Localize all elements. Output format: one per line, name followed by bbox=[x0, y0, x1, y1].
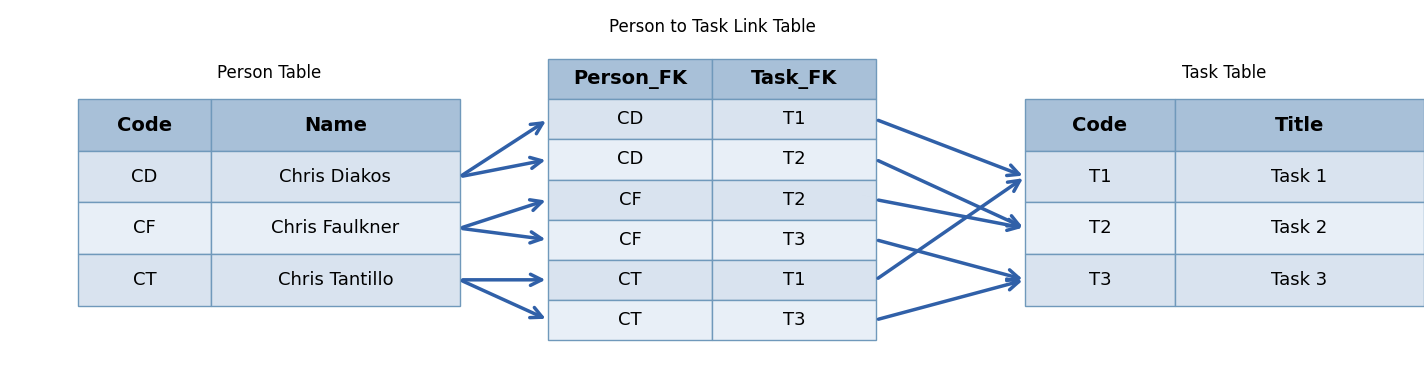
Bar bbox=[78, 99, 211, 151]
Text: T1: T1 bbox=[1089, 168, 1111, 186]
Text: Task Table: Task Table bbox=[1182, 63, 1267, 82]
Text: Name: Name bbox=[303, 116, 367, 134]
Bar bbox=[1025, 202, 1175, 254]
Bar bbox=[712, 220, 876, 260]
Text: CT: CT bbox=[618, 311, 642, 329]
Bar bbox=[211, 254, 460, 306]
Bar bbox=[1025, 254, 1175, 306]
Bar bbox=[211, 202, 460, 254]
Bar bbox=[548, 220, 712, 260]
Text: T3: T3 bbox=[783, 231, 805, 249]
Text: T3: T3 bbox=[1089, 271, 1111, 289]
Text: Chris Tantillo: Chris Tantillo bbox=[278, 271, 393, 289]
Text: CD: CD bbox=[131, 168, 158, 186]
Bar bbox=[211, 151, 460, 202]
Text: Title: Title bbox=[1274, 116, 1324, 134]
Text: Task 3: Task 3 bbox=[1272, 271, 1327, 289]
Text: Task 2: Task 2 bbox=[1272, 219, 1327, 237]
Text: Person Table: Person Table bbox=[216, 63, 322, 82]
Bar bbox=[211, 99, 460, 151]
Text: Chris Diakos: Chris Diakos bbox=[279, 168, 392, 186]
Text: CD: CD bbox=[617, 151, 644, 168]
Text: T2: T2 bbox=[1089, 219, 1111, 237]
Bar bbox=[1025, 99, 1175, 151]
Text: T1: T1 bbox=[783, 110, 805, 128]
Text: T3: T3 bbox=[783, 311, 805, 329]
Text: Person to Task Link Table: Person to Task Link Table bbox=[608, 18, 816, 36]
Text: Task 1: Task 1 bbox=[1272, 168, 1327, 186]
Text: CF: CF bbox=[619, 191, 641, 209]
Bar bbox=[548, 180, 712, 220]
Text: Code: Code bbox=[1072, 116, 1128, 134]
Bar bbox=[712, 180, 876, 220]
Text: CF: CF bbox=[619, 231, 641, 249]
Bar bbox=[712, 300, 876, 340]
Bar bbox=[78, 202, 211, 254]
Text: CF: CF bbox=[134, 219, 155, 237]
Bar bbox=[548, 300, 712, 340]
Bar bbox=[712, 99, 876, 139]
Text: T2: T2 bbox=[783, 151, 805, 168]
Text: T1: T1 bbox=[783, 271, 805, 289]
Text: Task_FK: Task_FK bbox=[750, 69, 837, 89]
Text: Person_FK: Person_FK bbox=[572, 70, 688, 89]
Bar bbox=[1025, 151, 1175, 202]
Text: CD: CD bbox=[617, 110, 644, 128]
Bar bbox=[548, 99, 712, 139]
Text: CT: CT bbox=[618, 271, 642, 289]
Bar bbox=[78, 151, 211, 202]
Bar bbox=[78, 254, 211, 306]
Bar bbox=[712, 139, 876, 180]
Text: T2: T2 bbox=[783, 191, 805, 209]
Bar bbox=[1175, 99, 1424, 151]
Bar bbox=[712, 260, 876, 300]
Bar bbox=[548, 59, 712, 99]
Text: CT: CT bbox=[132, 271, 157, 289]
Bar bbox=[1175, 254, 1424, 306]
Bar bbox=[548, 260, 712, 300]
Bar bbox=[712, 59, 876, 99]
Bar bbox=[548, 139, 712, 180]
Bar bbox=[1175, 202, 1424, 254]
Text: Chris Faulkner: Chris Faulkner bbox=[271, 219, 400, 237]
Text: Code: Code bbox=[117, 116, 172, 134]
Bar bbox=[1175, 151, 1424, 202]
